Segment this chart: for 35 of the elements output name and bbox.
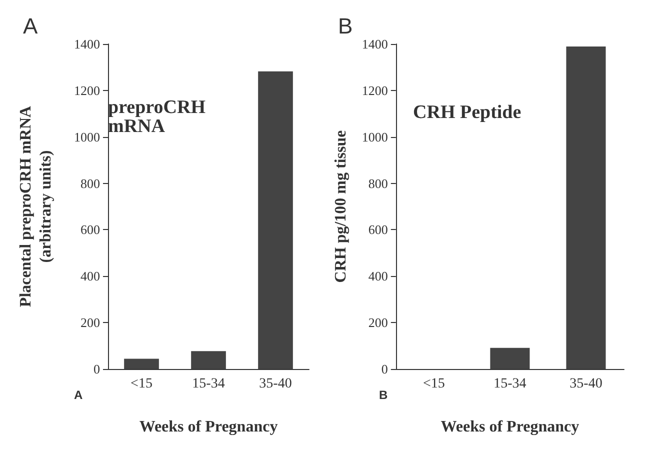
annotation: preproCRH mRNA xyxy=(108,97,206,137)
bar xyxy=(124,358,159,369)
y-tick-label: 400 xyxy=(80,268,100,284)
y-tick-label: 1200 xyxy=(74,82,100,98)
y-tick-label: 1400 xyxy=(74,36,100,52)
x-tick-label: 15-34 xyxy=(192,376,225,392)
y-tick-label: 200 xyxy=(368,315,388,330)
y-axis-title: Placental preproCRH mRNA (arbitrary units) xyxy=(18,105,54,308)
y-tick-label: 400 xyxy=(368,268,388,284)
y-tick-label: 800 xyxy=(368,176,388,191)
chart-title: B xyxy=(338,14,353,38)
y-tick-label: 1000 xyxy=(362,129,388,144)
bar xyxy=(258,71,293,369)
text: A xyxy=(74,388,83,402)
x-tick-label: <15 xyxy=(422,376,445,392)
y-tick-label: 1200 xyxy=(362,82,388,98)
x-tick-label: 35-40 xyxy=(570,376,602,392)
x-axis-title: Weeks of Pregnancy xyxy=(139,418,278,436)
y-tick-label: 1000 xyxy=(74,129,100,144)
x-axis-title: Weeks of Pregnancy xyxy=(440,418,580,436)
text: B xyxy=(379,388,388,402)
x-tick-label: 35-40 xyxy=(259,376,292,392)
y-tick-label: 600 xyxy=(368,222,388,238)
y-tick-label: 1400 xyxy=(362,36,388,52)
y-tick-label: 0 xyxy=(381,362,388,376)
chart-title: A xyxy=(23,14,38,38)
bar xyxy=(191,351,226,369)
x-tick-label: 15-34 xyxy=(494,376,526,392)
annotation: CRH Peptide xyxy=(413,102,522,123)
y-tick-label: 800 xyxy=(80,176,100,191)
x-tick-label: <15 xyxy=(130,376,152,392)
y-tick-label: 0 xyxy=(94,362,100,376)
y-tick-label: 200 xyxy=(80,315,100,330)
y-tick-label: 600 xyxy=(80,222,100,238)
y-axis-title: CRH pg/100 mg tissue xyxy=(332,130,350,283)
